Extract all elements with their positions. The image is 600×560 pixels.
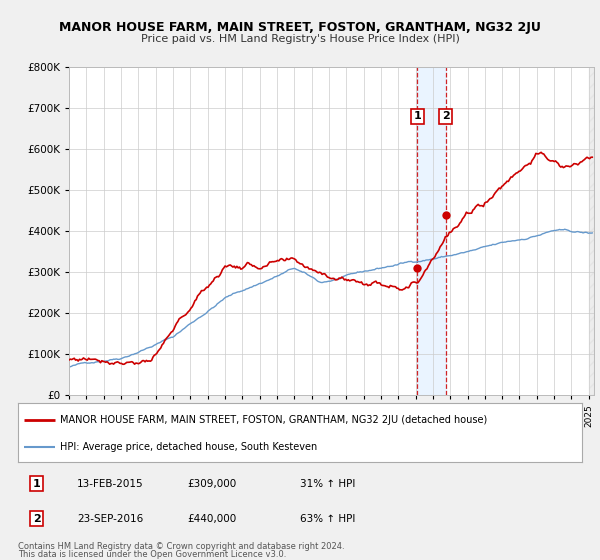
- Text: 13-FEB-2015: 13-FEB-2015: [77, 479, 144, 489]
- Text: This data is licensed under the Open Government Licence v3.0.: This data is licensed under the Open Gov…: [18, 550, 286, 559]
- Text: 63% ↑ HPI: 63% ↑ HPI: [300, 514, 355, 524]
- Text: HPI: Average price, detached house, South Kesteven: HPI: Average price, detached house, Sout…: [60, 442, 317, 452]
- Bar: [418, 67, 446, 395]
- Text: 1: 1: [413, 111, 421, 122]
- Text: 2: 2: [33, 514, 40, 524]
- Text: Price paid vs. HM Land Registry's House Price Index (HPI): Price paid vs. HM Land Registry's House …: [140, 34, 460, 44]
- Text: £440,000: £440,000: [187, 514, 236, 524]
- Bar: [589, 67, 594, 395]
- Text: MANOR HOUSE FARM, MAIN STREET, FOSTON, GRANTHAM, NG32 2JU: MANOR HOUSE FARM, MAIN STREET, FOSTON, G…: [59, 21, 541, 34]
- Text: 31% ↑ HPI: 31% ↑ HPI: [300, 479, 355, 489]
- Text: £309,000: £309,000: [187, 479, 236, 489]
- Text: MANOR HOUSE FARM, MAIN STREET, FOSTON, GRANTHAM, NG32 2JU (detached house): MANOR HOUSE FARM, MAIN STREET, FOSTON, G…: [60, 414, 488, 424]
- Text: 1: 1: [33, 479, 40, 489]
- Text: 23-SEP-2016: 23-SEP-2016: [77, 514, 143, 524]
- Text: 2: 2: [442, 111, 449, 122]
- Text: Contains HM Land Registry data © Crown copyright and database right 2024.: Contains HM Land Registry data © Crown c…: [18, 542, 344, 550]
